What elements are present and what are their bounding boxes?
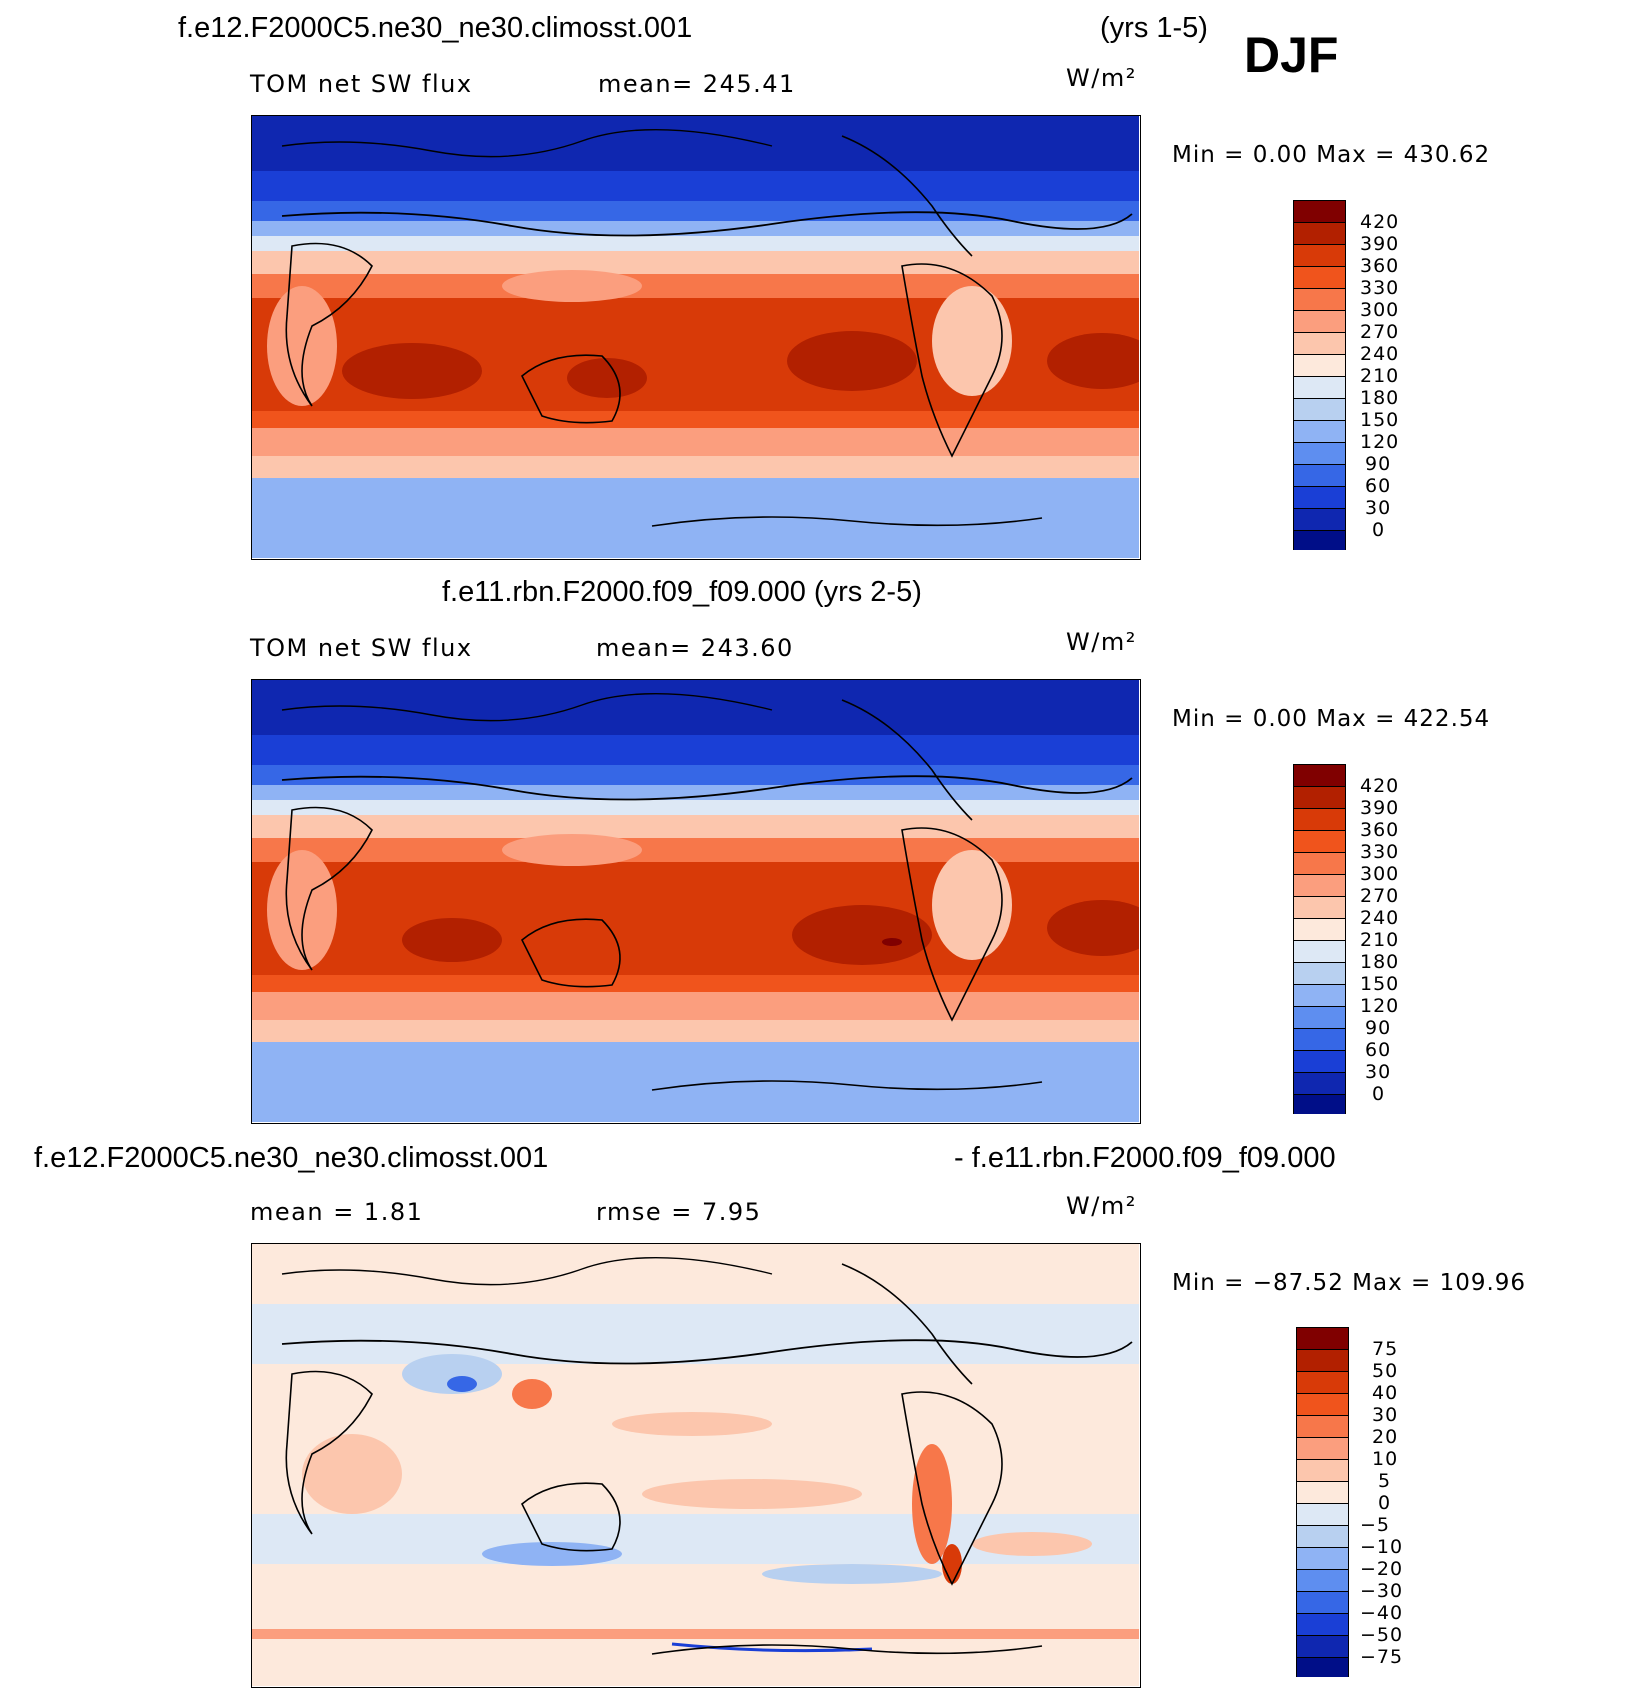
colorbar-label: 270 [1360, 885, 1400, 907]
panel-3-minmax: Min = −87.52 Max = 109.96 [1172, 1270, 1527, 1296]
panel-2-map [251, 679, 1141, 1124]
colorbar-label: −75 [1360, 1646, 1404, 1668]
colorbar-label: 300 [1360, 299, 1400, 321]
panel-1-variable: TOM net SW flux [250, 70, 473, 98]
panel-2-field [252, 680, 1139, 1122]
colorbar-label: 90 [1365, 453, 1392, 475]
colorbar-label: 30 [1372, 1404, 1399, 1426]
colorbar-label: 330 [1360, 277, 1400, 299]
panel-3-field [252, 1244, 1139, 1686]
panel-2-units: W/m² [1066, 628, 1137, 656]
colorbar-label: −50 [1360, 1624, 1404, 1646]
panel-1-stat: mean= 245.41 [598, 70, 796, 98]
colorbar-label: 240 [1360, 343, 1400, 365]
colorbar-label: 20 [1372, 1426, 1399, 1448]
colorbar-label: −30 [1360, 1580, 1404, 1602]
panel-2-title: f.e11.rbn.F2000.f09_f09.000 (yrs 2-5) [442, 576, 922, 608]
colorbar-label: 360 [1360, 819, 1400, 841]
colorbar-label: −10 [1360, 1536, 1404, 1558]
panel-1-colorbar [1293, 200, 1346, 550]
colorbar-label: 210 [1360, 929, 1400, 951]
panel-2-colorbar [1293, 764, 1346, 1114]
colorbar-label: 120 [1360, 995, 1400, 1017]
colorbar-label: −40 [1360, 1602, 1404, 1624]
panel-1-field [252, 116, 1139, 558]
colorbar-label: 150 [1360, 973, 1400, 995]
panel-1-minmax: Min = 0.00 Max = 430.62 [1172, 142, 1491, 168]
colorbar-label: 270 [1360, 321, 1400, 343]
colorbar-label: 240 [1360, 907, 1400, 929]
panel-1-map [251, 115, 1141, 560]
colorbar-label: 75 [1372, 1338, 1399, 1360]
panel-3-title-right: - f.e11.rbn.F2000.f09_f09.000 [954, 1142, 1336, 1174]
colorbar-label: 30 [1365, 497, 1392, 519]
colorbar-label: 40 [1372, 1382, 1399, 1404]
panel-1-units: W/m² [1066, 64, 1137, 92]
panel-3-colorbar [1296, 1327, 1349, 1677]
colorbar-label: 60 [1365, 1039, 1392, 1061]
colorbar-label: 390 [1360, 797, 1400, 819]
colorbar-label: −5 [1360, 1514, 1391, 1536]
panel-3-rmse: rmse = 7.95 [596, 1198, 762, 1226]
colorbar-label: 0 [1372, 1083, 1386, 1105]
season-label: DJF [1244, 27, 1339, 83]
colorbar-label: 10 [1372, 1448, 1399, 1470]
colorbar-label: 420 [1360, 211, 1400, 233]
colorbar-label: 360 [1360, 255, 1400, 277]
colorbar-label: 180 [1360, 951, 1400, 973]
colorbar-label: 120 [1360, 431, 1400, 453]
colorbar-label: 5 [1378, 1470, 1392, 1492]
colorbar-label: 90 [1365, 1017, 1392, 1039]
panel-3-title: f.e12.F2000C5.ne30_ne30.climosst.001 [34, 1142, 549, 1174]
panel-3-units: W/m² [1066, 1192, 1137, 1220]
panel-2-variable: TOM net SW flux [250, 634, 473, 662]
colorbar-label: 390 [1360, 233, 1400, 255]
colorbar-label: 180 [1360, 387, 1400, 409]
colorbar-label: 150 [1360, 409, 1400, 431]
colorbar-label: 420 [1360, 775, 1400, 797]
panel-3-map [251, 1243, 1141, 1688]
panel-2-stat: mean= 243.60 [596, 634, 794, 662]
panel-1-title-right: (yrs 1-5) [1100, 12, 1208, 44]
colorbar-label: 210 [1360, 365, 1400, 387]
colorbar-label: 50 [1372, 1360, 1399, 1382]
panel-3-mean: mean = 1.81 [250, 1198, 424, 1226]
colorbar-label: 30 [1365, 1061, 1392, 1083]
panel-2-minmax: Min = 0.00 Max = 422.54 [1172, 706, 1491, 732]
colorbar-label: 60 [1365, 475, 1392, 497]
colorbar-label: 0 [1372, 519, 1386, 541]
colorbar-label: 0 [1378, 1492, 1392, 1514]
panel-1-title: f.e12.F2000C5.ne30_ne30.climosst.001 [178, 12, 693, 44]
colorbar-label: −20 [1360, 1558, 1404, 1580]
colorbar-label: 300 [1360, 863, 1400, 885]
colorbar-label: 330 [1360, 841, 1400, 863]
